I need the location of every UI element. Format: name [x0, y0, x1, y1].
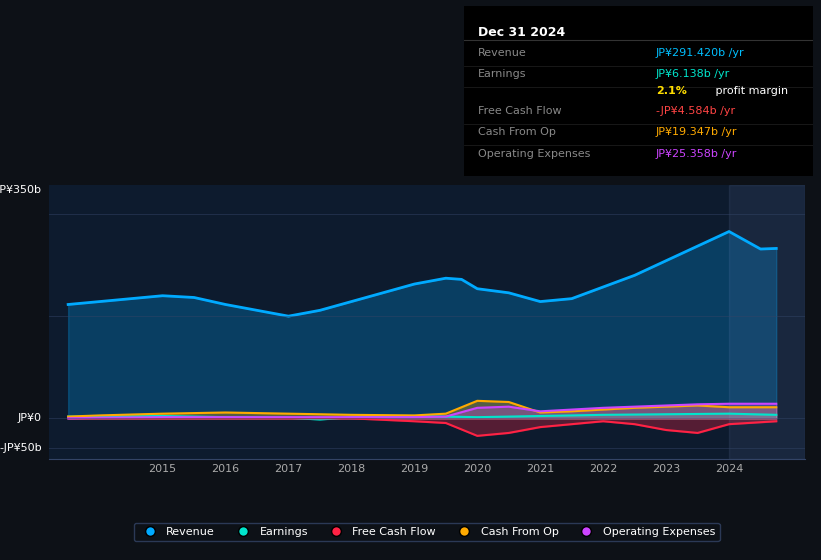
Text: profit margin: profit margin: [712, 86, 787, 96]
Text: JP¥0: JP¥0: [18, 413, 42, 423]
Text: Cash From Op: Cash From Op: [478, 127, 556, 137]
Legend: Revenue, Earnings, Free Cash Flow, Cash From Op, Operating Expenses: Revenue, Earnings, Free Cash Flow, Cash …: [134, 522, 720, 542]
Text: Operating Expenses: Operating Expenses: [478, 149, 590, 159]
Bar: [729, 185, 805, 459]
Text: Earnings: Earnings: [478, 69, 526, 79]
Text: JP¥6.138b /yr: JP¥6.138b /yr: [656, 69, 730, 79]
Text: -JP¥50b: -JP¥50b: [0, 442, 42, 452]
Text: Revenue: Revenue: [478, 48, 526, 58]
Text: JP¥25.358b /yr: JP¥25.358b /yr: [656, 149, 737, 159]
Text: Dec 31 2024: Dec 31 2024: [478, 26, 565, 39]
Text: JP¥291.420b /yr: JP¥291.420b /yr: [656, 48, 745, 58]
Text: 2.1%: 2.1%: [656, 86, 686, 96]
Text: -JP¥4.584b /yr: -JP¥4.584b /yr: [656, 106, 735, 116]
Text: Free Cash Flow: Free Cash Flow: [478, 106, 562, 116]
Text: JP¥350b: JP¥350b: [0, 185, 42, 195]
Text: JP¥19.347b /yr: JP¥19.347b /yr: [656, 127, 737, 137]
